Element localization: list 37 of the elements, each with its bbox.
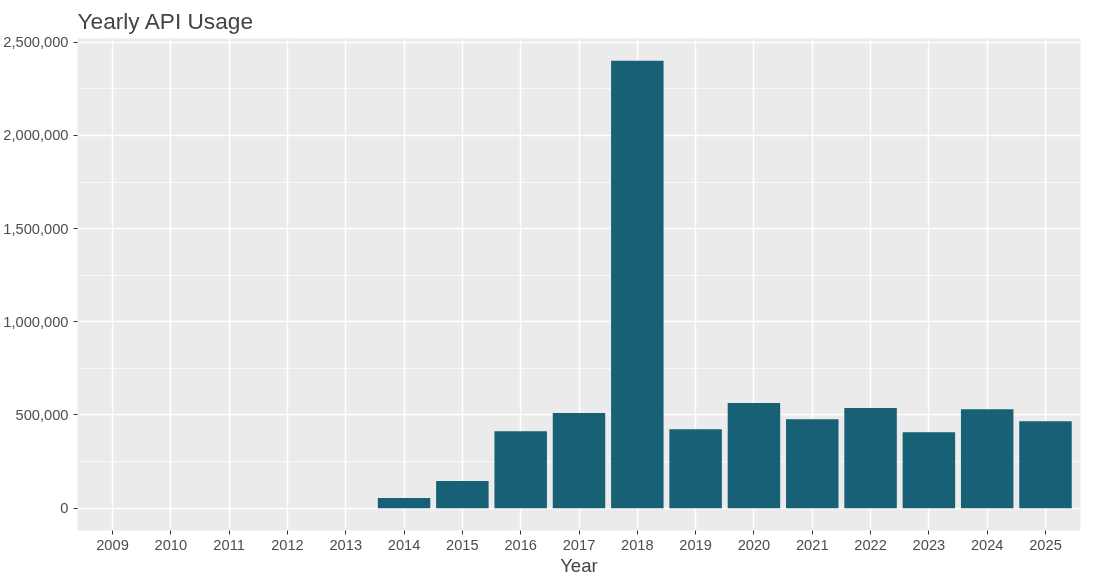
- bar: [552, 413, 606, 509]
- x-tick-label: 2012: [271, 536, 304, 553]
- bar: [844, 408, 897, 509]
- x-tick-label: 2018: [621, 536, 654, 553]
- bar: [960, 409, 1014, 509]
- y-tick-label: 1,000,000: [3, 313, 69, 330]
- bar: [727, 403, 781, 509]
- x-tick-label: 2023: [912, 536, 946, 553]
- x-tick-label: 2013: [329, 536, 363, 553]
- y-tick-label: 500,000: [15, 406, 69, 423]
- x-tick-label: 2021: [795, 536, 829, 553]
- x-tick-label: 2016: [504, 536, 537, 553]
- bar: [436, 481, 489, 509]
- y-tick-label: 1,500,000: [3, 220, 69, 237]
- x-tick-label: 2022: [854, 536, 887, 553]
- bar: [1019, 421, 1072, 509]
- y-tick-label: 2,500,000: [3, 34, 69, 51]
- x-tick-label: 2009: [96, 536, 129, 553]
- x-tick-label: 2011: [213, 536, 245, 553]
- x-tick-label: 2010: [154, 536, 188, 553]
- bar: [786, 419, 839, 509]
- x-axis-title: Year: [560, 554, 598, 576]
- y-tick-label: 0: [60, 500, 69, 517]
- x-tick-label: 2017: [562, 536, 596, 553]
- bar: [377, 497, 431, 509]
- y-tick-label: 2,000,000: [3, 127, 69, 144]
- x-tick-label: 2019: [679, 536, 712, 553]
- bar: [611, 60, 664, 509]
- x-tick-label: 2025: [1029, 536, 1062, 553]
- bar: [494, 431, 547, 509]
- bar: [669, 429, 722, 509]
- x-tick-label: 2015: [446, 536, 479, 553]
- x-tick-label: 2024: [970, 536, 1004, 553]
- x-tick-label: 2014: [387, 536, 421, 553]
- bar: [902, 432, 956, 509]
- x-tick-label: 2020: [737, 536, 771, 553]
- chart-title: Yearly API Usage: [77, 7, 253, 34]
